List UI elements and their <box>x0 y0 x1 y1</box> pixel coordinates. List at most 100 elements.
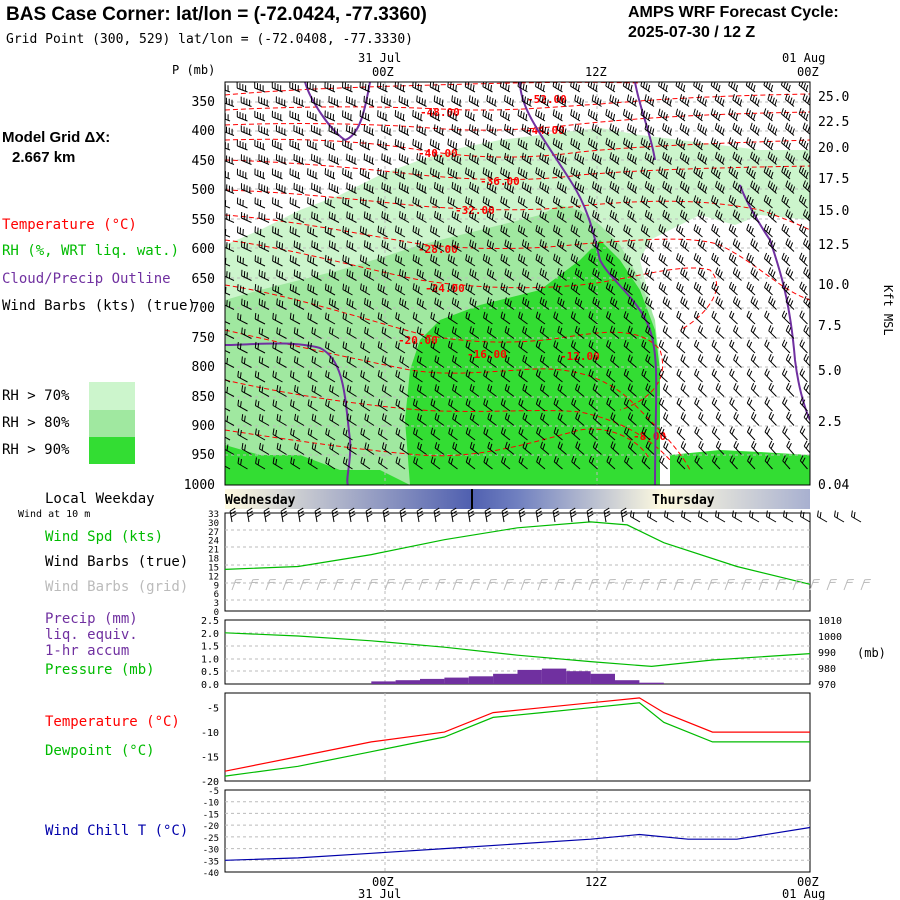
cs-wind-barb <box>450 284 453 291</box>
cs-wind-barb <box>400 199 402 206</box>
cs-wind-barb <box>415 458 419 465</box>
cs-wind-barb <box>450 458 454 465</box>
cs-wind-barb <box>471 154 474 161</box>
cs-wind-barb <box>397 342 400 349</box>
cs-wind-barb <box>522 141 525 148</box>
cs-wind-barb <box>327 285 330 292</box>
cs-wind-barb <box>803 330 810 338</box>
cs-wind-barb <box>608 168 611 175</box>
cs-wind-barb <box>715 285 719 292</box>
cs-wind-barb <box>363 101 375 107</box>
cs-wind-barb <box>623 224 626 231</box>
cs-wind-barb <box>680 446 690 455</box>
cs-wind-barb <box>307 399 310 406</box>
cs-wind-barb <box>416 384 420 391</box>
cs-wind-barb <box>695 110 699 117</box>
cs-wind-barb <box>522 244 532 252</box>
cs-wind-barb <box>434 384 437 391</box>
cs-wind-barb <box>474 271 477 278</box>
cs-wind-barb <box>660 168 664 175</box>
cs-wind-barb <box>539 181 542 188</box>
sfc-wind-barb <box>535 507 542 512</box>
grid-wind-barb <box>588 579 594 591</box>
cs-wind-barb <box>731 254 735 261</box>
cs-wind-barb <box>395 456 398 463</box>
cs-wind-barb <box>631 97 635 104</box>
cs-wind-barb <box>399 361 410 368</box>
cs-wind-barb <box>561 97 564 104</box>
cs-wind-barb <box>665 113 668 120</box>
cs-wind-barb <box>732 296 737 303</box>
cs-wind-barb <box>579 184 582 191</box>
cs-wind-barb <box>769 153 773 160</box>
cs-wind-barb <box>455 143 458 150</box>
cs-wind-barb <box>555 457 559 464</box>
cs-wind-barb <box>276 413 279 421</box>
cs-wind-barb <box>649 155 652 162</box>
cs-wind-barb <box>526 300 530 307</box>
cs-wind-barb <box>395 231 406 238</box>
cs-wind-barb <box>558 286 561 293</box>
cs-wind-barb <box>787 124 791 131</box>
cs-wind-barb <box>612 356 616 363</box>
cs-wind-barb <box>542 356 545 363</box>
cs-wind-barb <box>345 285 347 292</box>
cs-wind-barb <box>698 383 702 390</box>
cs-wind-barb <box>682 95 685 102</box>
cs-wind-barb <box>447 254 450 261</box>
temp-panel: -5-10-15-20 <box>201 692 811 788</box>
cs-wind-barb <box>662 383 667 390</box>
cs-wind-barb <box>745 108 749 115</box>
cs-wind-barb <box>651 128 655 135</box>
cs-wind-barb <box>331 299 334 306</box>
wind-y-tick: 0 <box>214 608 219 618</box>
cs-wind-barb <box>237 145 248 151</box>
cs-wind-barb <box>360 427 363 435</box>
cs-wind-barb <box>799 223 803 230</box>
cs-wind-barb <box>717 84 721 91</box>
h-tick: 20.0 <box>818 141 849 156</box>
cs-wind-barb <box>296 299 299 306</box>
cs-wind-barb <box>524 269 527 277</box>
cs-wind-barb <box>397 255 400 263</box>
cs-wind-barb <box>734 182 738 189</box>
cs-wind-barb <box>381 413 385 420</box>
cs-wind-barb <box>700 171 704 178</box>
cs-wind-barb <box>559 356 563 363</box>
cs-wind-barb <box>400 83 402 90</box>
cs-wind-barb <box>781 194 785 201</box>
cs-wind-barb <box>721 99 725 106</box>
cs-wind-barb <box>663 141 666 148</box>
cs-wind-barb <box>717 124 720 131</box>
cs-wind-barb <box>307 260 318 267</box>
cs-wind-barb <box>789 271 794 278</box>
precip-y-tick: 1.5 <box>201 642 219 653</box>
cs-wind-barb <box>535 224 538 231</box>
cs-wind-barb <box>538 342 541 349</box>
cs-wind-barb <box>698 440 702 447</box>
cs-wind-barb <box>754 155 758 162</box>
cs-wind-barb <box>562 271 565 278</box>
cs-wind-barb <box>520 400 524 407</box>
cs-wind-barb <box>733 359 742 368</box>
cs-wind-barb <box>678 110 681 117</box>
cs-wind-barb <box>327 314 330 321</box>
cs-wind-barb <box>770 84 774 91</box>
cs-wind-barb <box>489 96 491 103</box>
cs-wind-barb <box>753 171 756 178</box>
cs-wind-barb <box>735 414 739 421</box>
sfc-wind-barb <box>434 510 440 515</box>
cs-wind-barb <box>309 285 312 292</box>
sfc-wind-barb <box>315 513 322 518</box>
cs-wind-barb <box>733 325 737 332</box>
cs-wind-barb <box>553 201 563 209</box>
cs-wind-barb <box>346 413 349 420</box>
cs-wind-barb <box>641 397 645 404</box>
cs-wind-barb <box>295 286 297 293</box>
cs-wind-barb <box>465 254 468 261</box>
cs-wind-barb <box>676 455 681 462</box>
cs-wind-barb <box>660 284 664 291</box>
cs-wind-barb <box>641 455 645 462</box>
cs-wind-barb <box>557 228 561 235</box>
cs-wind-barb <box>447 283 450 290</box>
